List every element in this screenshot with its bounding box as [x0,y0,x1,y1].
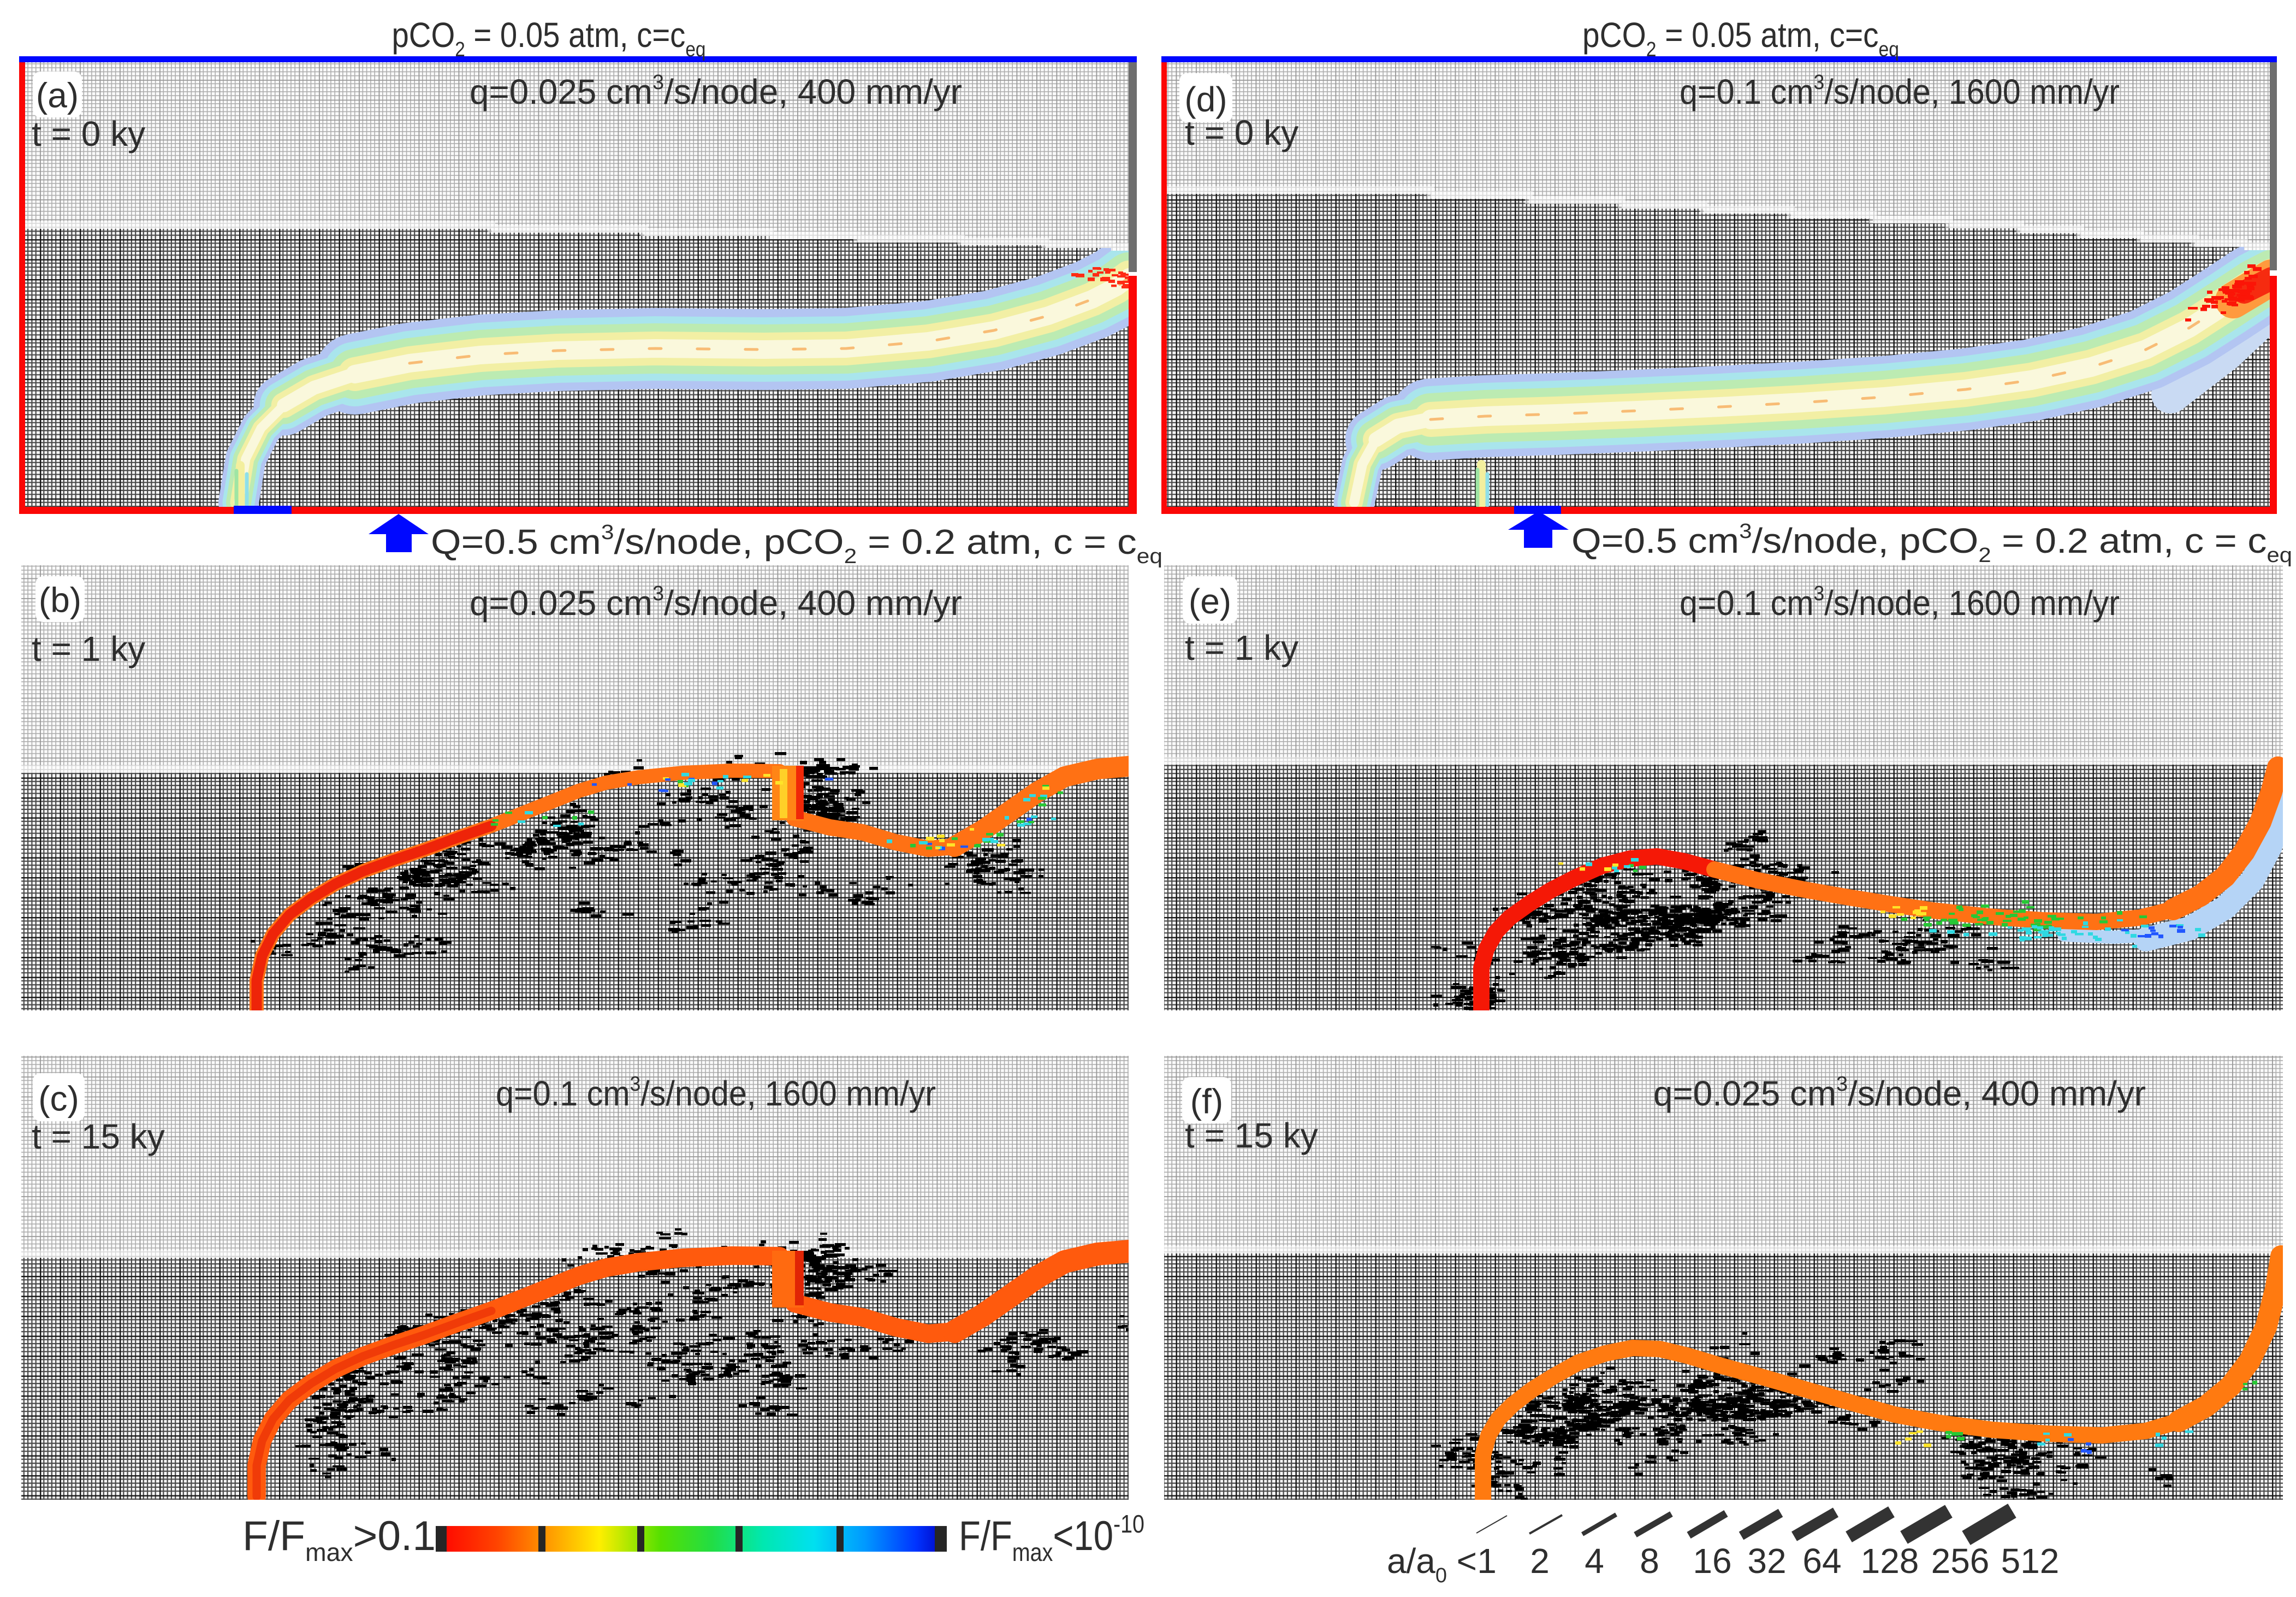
svg-text:F/Fmax<10-10: F/Fmax<10-10 [959,1510,1144,1566]
svg-text:64: 64 [1802,1541,1841,1581]
svg-text:t = 15 ky: t = 15 ky [32,1117,165,1156]
svg-text:t = 0 ky: t = 0 ky [32,114,145,153]
svg-text:32: 32 [1747,1541,1786,1581]
svg-text:pCO2 = 0.05 atm, c=ceq: pCO2 = 0.05 atm, c=ceq [392,15,706,61]
svg-text:(e): (e) [1189,582,1231,621]
svg-text:4: 4 [1585,1541,1604,1581]
svg-text:512: 512 [2001,1541,2060,1581]
svg-text:2: 2 [1530,1541,1550,1581]
svg-text:q=0.1 cm3/s/node, 1600 mm/yr: q=0.1 cm3/s/node, 1600 mm/yr [496,1073,936,1113]
svg-text:F/Fmax>0.1: F/Fmax>0.1 [242,1513,436,1566]
svg-text:(f): (f) [1190,1081,1223,1121]
svg-text:128: 128 [1861,1541,1919,1581]
svg-text:Q=0.5 cm3/s/node, pCO2 = 0.2 a: Q=0.5 cm 3/s/node, pCO 2 = 0.2 atm, c = ce… [431,521,1162,568]
svg-text:(b): (b) [39,581,81,620]
svg-text:(a): (a) [36,76,79,115]
svg-text:q=0.025 cm3/s/node, 400 mm/yr: q=0.025 cm3/s/node, 400 mm/yr [470,71,962,111]
svg-text:(d): (d) [1184,80,1227,119]
svg-text:pCO2 = 0.05 atm, c=ceq: pCO2 = 0.05 atm, c=ceq [1582,15,1899,61]
svg-text:q=0.1 cm3/s/node, 1600 mm/yr: q=0.1 cm3/s/node, 1600 mm/yr [1680,71,2120,111]
svg-text:1: 1 [1477,1541,1497,1581]
svg-text:t = 1 ky: t = 1 ky [32,629,145,669]
svg-text:q=0.1 cm3/s/node, 1600 mm/yr: q=0.1 cm3/s/node, 1600 mm/yr [1680,582,2120,623]
svg-text:q=0.025 cm3/s/node, 400 mm/yr: q=0.025 cm3/s/node, 400 mm/yr [1653,1073,2146,1113]
svg-text:256: 256 [1931,1541,1990,1581]
svg-text:8: 8 [1640,1541,1659,1581]
svg-text:(c): (c) [38,1079,79,1119]
svg-text:Q=0.5 cm3/s/node, pCO2 = 0.2 a: Q=0.5 cm 3/s/node, pCO 2 = 0.2 atm, c = ce… [1571,520,2292,567]
svg-text:t = 1 ky: t = 1 ky [1185,628,1298,667]
svg-text:16: 16 [1693,1541,1731,1581]
svg-text:a/a0 <: a/a0 < [1387,1541,1477,1587]
svg-text:q=0.025 cm3/s/node, 400 mm/yr: q=0.025 cm3/s/node, 400 mm/yr [470,582,962,623]
